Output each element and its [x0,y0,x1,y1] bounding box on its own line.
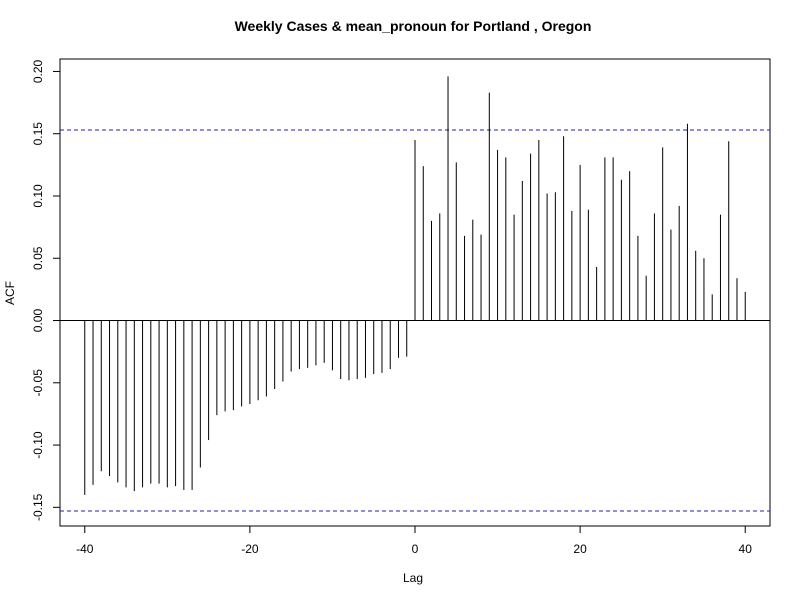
x-tick-label: -20 [241,542,259,556]
y-tick-label: -0.15 [31,493,45,521]
x-axis-label: Lag [403,571,423,585]
y-tick-label: 0.15 [31,122,45,146]
y-tick-label: 0.20 [31,59,45,83]
y-tick-label: 0.05 [31,246,45,270]
y-tick-label: 0.00 [31,309,45,333]
y-tick-label: 0.10 [31,184,45,208]
acf-bars [84,76,746,495]
y-axis-label: ACF [3,281,17,305]
x-tick-label: -40 [76,542,94,556]
chart-title: Weekly Cases & mean_pronoun for Portland… [235,18,592,34]
confidence-bounds [60,129,770,512]
x-tick-label: 20 [573,542,587,556]
y-tick-label: -0.10 [31,431,45,459]
x-tick-label: 0 [412,542,419,556]
y-axis: -0.15 -0.10 -0.05 0.00 0.05 0.10 0.15 0.20 [31,59,61,521]
x-axis: -40 -20 0 20 40 [76,525,753,556]
y-tick-label: -0.05 [31,369,45,397]
x-tick-label: 40 [739,542,753,556]
